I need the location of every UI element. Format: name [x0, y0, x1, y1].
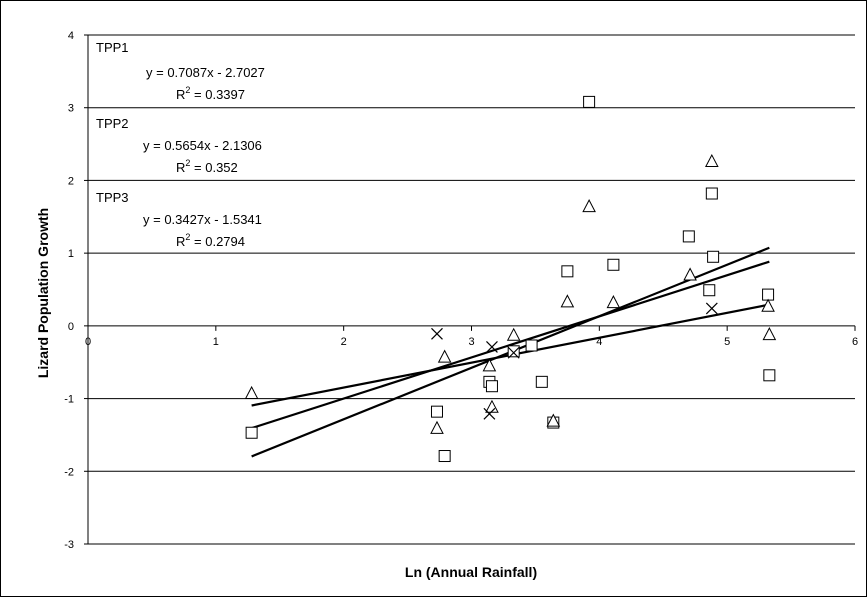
- y-tick-label: -2: [64, 466, 74, 478]
- triangle-point: [705, 153, 719, 168]
- data-points: [244, 95, 777, 463]
- triangle-point: [437, 349, 452, 363]
- triangle-point: [546, 413, 561, 427]
- x-tick-label: 5: [724, 336, 730, 348]
- y-tick-label: -3: [64, 539, 74, 551]
- square-point: [682, 230, 695, 243]
- y-tick-label: 4: [68, 30, 74, 42]
- x-tick-label: 0: [85, 336, 91, 348]
- cross-point: [483, 407, 496, 420]
- y-tick-label: 0: [68, 321, 74, 333]
- gridlines: [88, 34, 855, 545]
- annotation-tpp1-label: TPP1: [96, 40, 129, 55]
- square-point: [583, 95, 596, 108]
- square-point: [705, 187, 718, 200]
- triangle-point: [244, 385, 259, 399]
- annotation-tpp2-r2: R2 = 0.352: [176, 158, 238, 175]
- y-tick-label: 1: [68, 248, 74, 260]
- x-tick-label: 1: [213, 336, 219, 348]
- x-tick-label: 6: [852, 336, 858, 348]
- annotation-tpp1-r2: R2 = 0.3397: [176, 85, 245, 102]
- cross-point: [705, 302, 718, 315]
- triangle-point: [762, 327, 777, 341]
- axes: [84, 34, 856, 545]
- triangle-point: [482, 358, 497, 372]
- square-point: [703, 284, 716, 297]
- y-tick-label: 2: [68, 175, 74, 187]
- square-point: [607, 258, 620, 271]
- square-point: [245, 426, 258, 439]
- cross-point: [507, 346, 520, 359]
- annotation-tpp2: TPP2 y = 0.5654x - 2.1306 R2 = 0.352: [96, 116, 262, 175]
- trendline-tpp2: [251, 260, 770, 430]
- annotation-tpp2-equation: y = 0.5654x - 2.1306: [143, 138, 262, 153]
- triangle-point: [506, 327, 521, 341]
- annotation-tpp3-equation: y = 0.3427x - 1.5341: [143, 212, 262, 227]
- square-point: [438, 450, 451, 463]
- annotation-tpp3: TPP3 y = 0.3427x - 1.5341 R2 = 0.2794: [96, 190, 262, 249]
- x-tick-label: 4: [596, 336, 602, 348]
- y-axis-title: Lizard Population Growth: [35, 208, 51, 378]
- square-point: [535, 375, 548, 388]
- x-axis-title: Ln (Annual Rainfall): [405, 564, 537, 580]
- square-point: [485, 380, 498, 393]
- y-tick-label: -1: [64, 394, 74, 406]
- y-tick-label: 3: [68, 103, 74, 115]
- tick-labels: -3 -2 -1 0 1 2 3 4 0 1 2 3 4 5 6: [64, 30, 858, 551]
- x-tick-label: 3: [468, 336, 474, 348]
- annotation-tpp1: TPP1 y = 0.7087x - 2.7027 R2 = 0.3397: [96, 40, 265, 102]
- annotation-tpp3-label: TPP3: [96, 190, 129, 205]
- triangle-point: [761, 298, 775, 312]
- triangle-point: [560, 294, 575, 308]
- triangle-point: [430, 420, 444, 434]
- annotation-tpp3-r2: R2 = 0.2794: [176, 232, 245, 249]
- cross-point: [486, 341, 498, 353]
- annotation-tpp2-label: TPP2: [96, 116, 129, 131]
- triangle-point: [582, 199, 596, 213]
- annotation-tpp1-equation: y = 0.7087x - 2.7027: [146, 65, 265, 80]
- square-point: [525, 339, 538, 352]
- triangle-point: [683, 267, 697, 281]
- square-point: [707, 250, 720, 263]
- square-point: [561, 265, 574, 278]
- triangle-point: [485, 399, 499, 413]
- triangle-point: [606, 295, 621, 309]
- square-point: [763, 369, 776, 382]
- square-point: [762, 288, 775, 301]
- x-tick-label: 2: [341, 336, 347, 348]
- cross-point: [431, 327, 443, 340]
- square-point: [430, 405, 443, 418]
- square-point: [507, 345, 520, 358]
